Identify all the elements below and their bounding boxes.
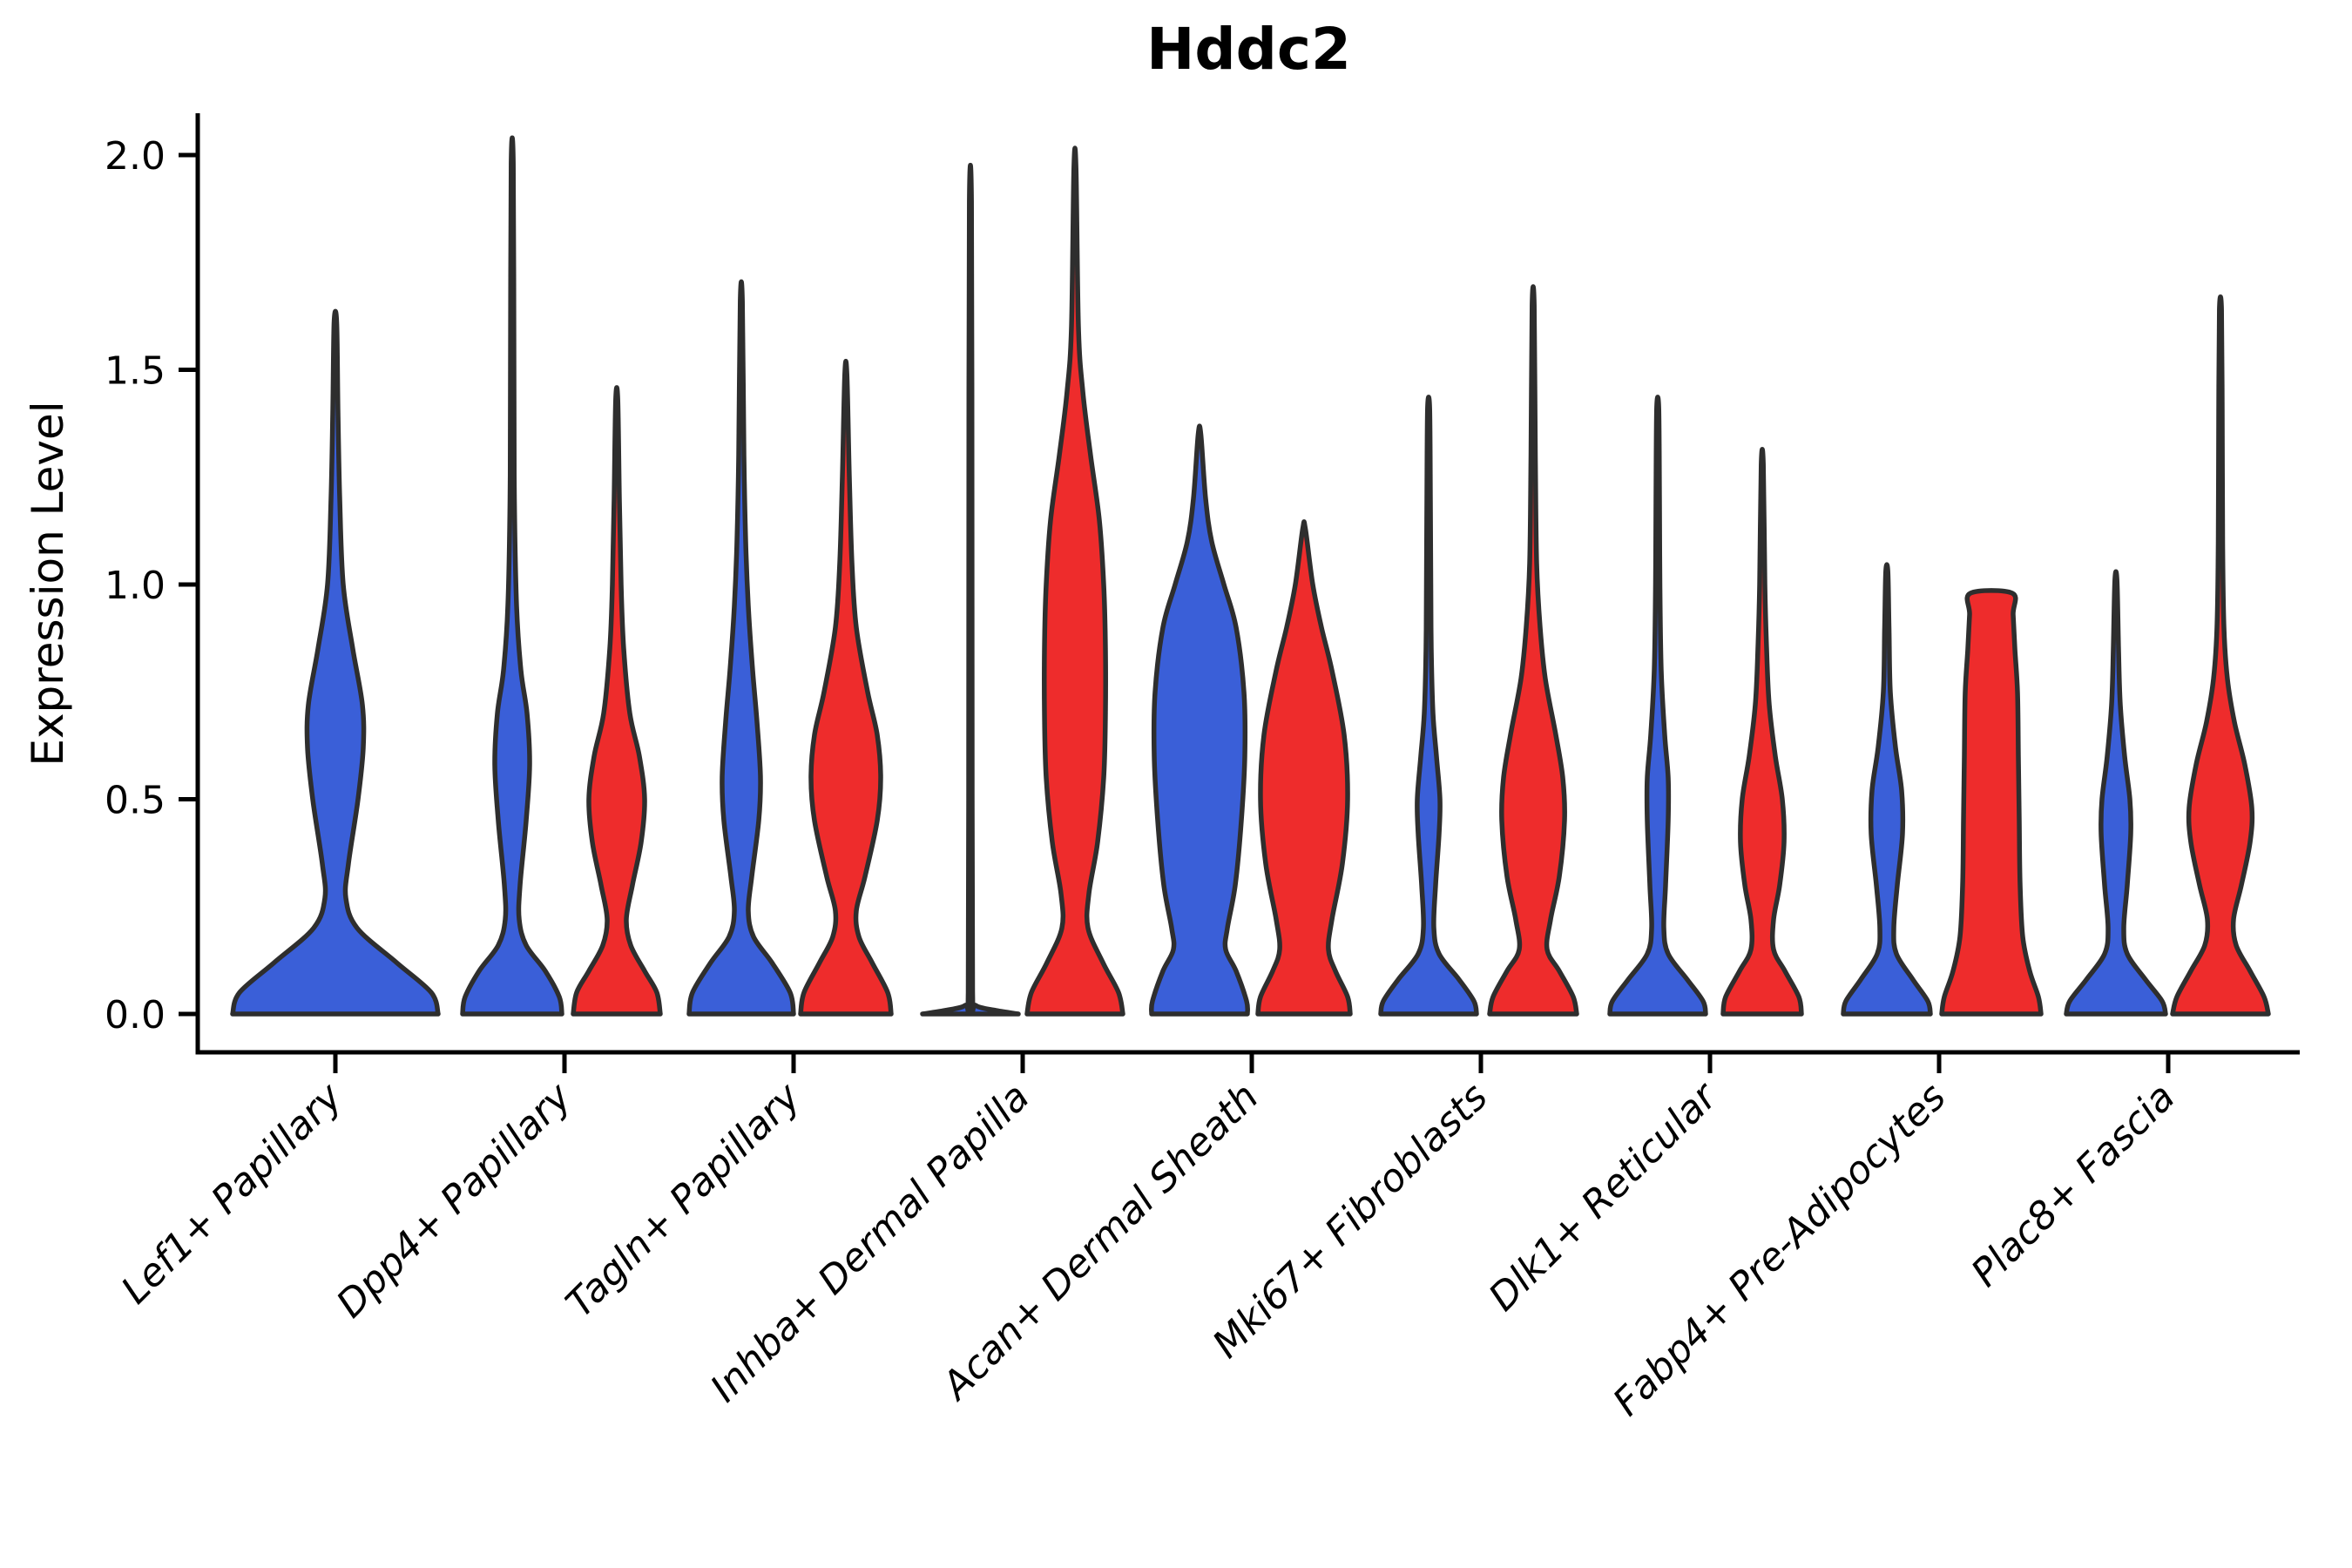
violin-blue-mki67-fibroblasts bbox=[1378, 395, 1479, 1017]
x-tick-label-dpp4-papillary: Dpp4+ Papillary bbox=[328, 1074, 581, 1327]
violin-blue-dlk1-reticular bbox=[1607, 395, 1708, 1017]
y-tick-label: 2.0 bbox=[105, 134, 166, 179]
violin-blue-dpp4-papillary bbox=[460, 135, 564, 1017]
violins bbox=[230, 135, 2271, 1017]
violin-blue-fabp4-pre-adipocytes bbox=[1841, 562, 1933, 1017]
y-tick-label: 1.0 bbox=[105, 564, 166, 608]
y-axis-label: Expression Level bbox=[23, 401, 73, 766]
y-tick-label: 0.0 bbox=[105, 993, 166, 1037]
y-tick-label: 1.5 bbox=[105, 349, 166, 394]
x-tick-label-lef1-papillary: Lef1+ Papillary bbox=[113, 1074, 352, 1313]
violin-red-tagln-papillary bbox=[798, 358, 894, 1017]
chart-title: Hddc2 bbox=[1146, 16, 1351, 83]
y-tick-label: 0.5 bbox=[105, 779, 166, 823]
x-tick-label-plac8-fascia: Plac8+ Fascia bbox=[1963, 1075, 2183, 1295]
violin-red-dlk1-reticular bbox=[1720, 447, 1804, 1017]
violin-red-mki67-fibroblasts bbox=[1487, 284, 1579, 1017]
x-tick-label-tagln-papillary: Tagln+ Papillary bbox=[558, 1074, 809, 1326]
violin-blue-inhba-dermal-papilla bbox=[920, 163, 1021, 1017]
violin-blue-acan-dermal-sheath bbox=[1149, 423, 1250, 1017]
violin-red-inhba-dermal-papilla bbox=[1024, 145, 1125, 1017]
violin-red-dpp4-papillary bbox=[571, 385, 663, 1017]
violin-blue-tagln-papillary bbox=[686, 279, 796, 1017]
violin-red-fabp4-pre-adipocytes bbox=[1939, 588, 2044, 1017]
violin-red-acan-dermal-sheath bbox=[1255, 519, 1353, 1017]
y-axis-ticks: 0.0 0.5 1.0 1.5 2.0 bbox=[105, 134, 198, 1037]
violin-blue-lef1-papillary bbox=[230, 308, 441, 1017]
violin-red-plac8-fascia bbox=[2170, 294, 2271, 1017]
x-tick-label-dlk1-reticular: Dlk1+ Reticular bbox=[1480, 1073, 1727, 1320]
violin-blue-plac8-fascia bbox=[2064, 569, 2168, 1017]
